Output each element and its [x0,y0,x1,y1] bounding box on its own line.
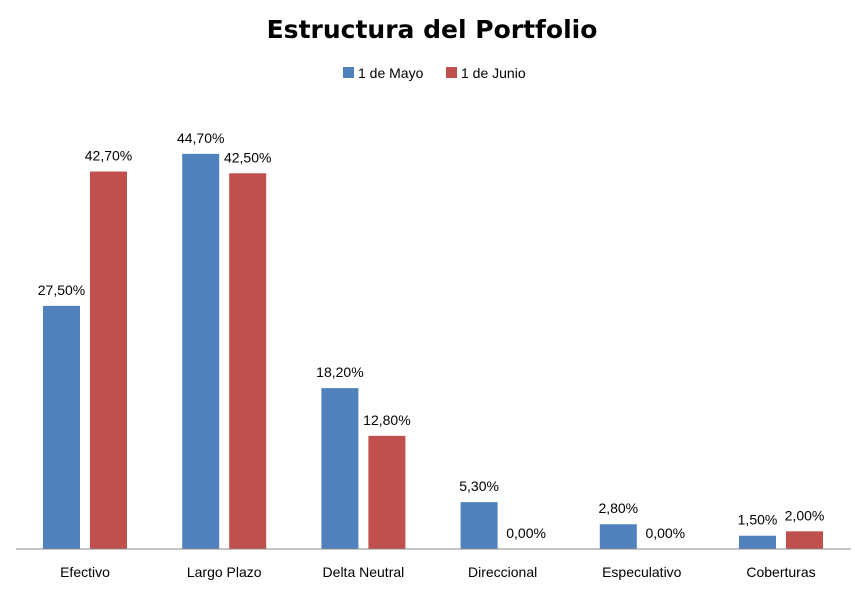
category-label-coberturas: Coberturas [746,564,815,580]
data-label-especulativo-junio: 0,00% [645,525,685,541]
category-label-largo-plazo: Largo Plazo [187,564,262,580]
legend-swatch-mayo [343,67,354,78]
legend-label-mayo: 1 de Mayo [358,65,424,81]
category-label-direccional: Direccional [468,564,537,580]
bar-efectivo-junio [90,171,127,550]
data-label-delta-neutral-junio: 12,80% [363,412,410,428]
category-labels: Efectivo Largo Plazo Delta Neutral Direccio… [60,564,816,580]
bar-coberturas-mayo [739,535,776,549]
data-label-largo-plazo-junio: 42,50% [224,149,271,165]
data-labels: 27,50% 42,70% 44,70%42,50% 18,20% 12,80% 5,30… [38,130,825,541]
bar-direccional-mayo [460,502,498,549]
data-label-largo-plazo-mayo: 44,70% [177,130,224,146]
data-label-direccional-junio: 0,00% [506,525,546,541]
data-label-efectivo-mayo: 27,50% [38,282,85,298]
data-label-delta-neutral-mayo: 18,20% [316,364,363,380]
category-label-delta-neutral: Delta Neutral [323,564,405,580]
legend-label-junio: 1 de Junio [461,65,526,81]
data-label-coberturas-junio: 2,00% [785,507,825,523]
bar-delta-neutral-junio [368,435,406,549]
category-label-efectivo: Efectivo [60,564,110,580]
legend-swatch-junio [446,67,457,78]
category-label-especulativo: Especulativo [602,564,682,580]
chart-title: Estructura del Portfolio [267,15,598,44]
data-label-coberturas-mayo: 1,50% [738,512,778,528]
bar-especulativo-mayo [599,524,637,549]
bar-efectivo-mayo [43,305,80,549]
bar-largo-plazo-mayo [182,153,220,550]
bar-coberturas-junio [786,531,823,549]
data-label-especulativo-mayo: 2,80% [598,500,638,516]
data-label-efectivo-junio: 42,70% [85,148,132,164]
data-label-direccional-mayo: 5,30% [459,478,499,494]
bar-delta-neutral-mayo [321,388,359,549]
bar-largo-plazo-junio [229,173,267,550]
legend: 1 de Mayo 1 de Junio [343,65,526,81]
bars [43,153,823,550]
